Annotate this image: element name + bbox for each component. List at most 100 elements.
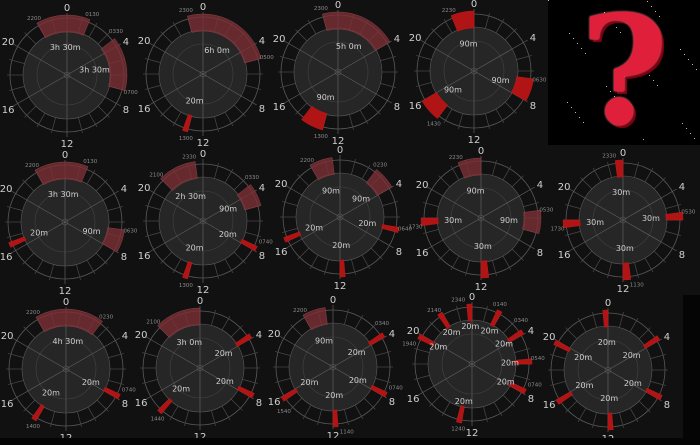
hour-tick	[504, 101, 517, 114]
duration-label: 20m	[481, 326, 499, 335]
hour-tick	[144, 58, 161, 63]
star	[653, 80, 654, 81]
hour-spoke	[202, 73, 257, 106]
duration-label: 30m	[642, 214, 660, 223]
hour-tick	[549, 381, 566, 386]
hour-tick	[211, 309, 216, 326]
time-label: 0700	[124, 90, 138, 96]
hour-label: 8	[389, 397, 395, 408]
polar-chart: 90m 90m 30m 30m 2230 0530 1730 0 4 8 12 16 20	[409, 146, 554, 293]
hour-tick	[634, 262, 639, 279]
hour-spoke	[66, 74, 121, 107]
hour-label: 16	[273, 102, 286, 113]
hour-tick	[221, 315, 231, 331]
hour-tick	[22, 179, 35, 192]
duration-label: 20m	[216, 377, 234, 386]
hour-tick	[565, 327, 578, 340]
polar-chart: 20m 20m20m20m20m20m20m20m2340014003400540…	[402, 292, 545, 439]
star	[567, 102, 568, 103]
polar-chart: 6h 0m 20m 2300 0500 1300 0 4 8 12 16 20	[138, 2, 275, 149]
hour-tick	[361, 164, 371, 180]
hour-tick	[172, 111, 182, 127]
hour-label: 4	[396, 179, 402, 190]
hour-tick	[577, 407, 587, 423]
sleep-segment	[510, 76, 534, 102]
hour-tick	[297, 174, 310, 187]
hour-tick	[88, 22, 98, 38]
time-label: 2140	[427, 308, 441, 314]
hour-label: 4	[122, 331, 128, 342]
hour-label: 0	[200, 2, 206, 13]
duration-label: 20m	[624, 379, 642, 388]
hour-tick	[141, 379, 158, 384]
hour-label: 4	[537, 180, 543, 191]
hour-tick	[290, 324, 303, 337]
hour-tick	[564, 204, 581, 209]
hour-tick	[438, 248, 451, 261]
time-label: 0740	[528, 382, 542, 388]
duration-label: 30m	[474, 242, 492, 251]
hour-label: 12	[334, 281, 347, 292]
hour-label: 0	[330, 295, 336, 306]
hour-label: 8	[123, 105, 129, 116]
hour-label: 16	[543, 400, 556, 411]
hour-tick	[380, 56, 397, 61]
hour-tick	[49, 264, 54, 281]
hour-tick	[95, 252, 108, 265]
star	[657, 85, 658, 86]
time-label: 0740	[259, 239, 273, 245]
hour-tick	[485, 12, 490, 29]
sleep-segment	[369, 384, 388, 398]
time-label: 0740	[122, 387, 136, 393]
hour-label: 0	[478, 146, 484, 157]
time-label: 1540	[277, 409, 291, 415]
star	[571, 107, 572, 108]
star	[649, 75, 650, 76]
duration-label: 20m	[495, 340, 513, 349]
duration-label: 20m	[219, 230, 237, 239]
hour-label: 0	[63, 297, 69, 308]
hour-spoke	[149, 42, 204, 75]
hour-tick	[86, 259, 96, 275]
hour-tick	[361, 254, 371, 270]
hour-tick	[502, 394, 515, 407]
sleep-segment	[607, 412, 614, 431]
hour-label: 12	[617, 284, 630, 295]
hour-tick	[516, 55, 533, 60]
duration-label: 3h 0m	[176, 338, 202, 347]
hour-tick	[7, 353, 24, 358]
hour-label: 12	[327, 431, 340, 442]
hour-tick	[629, 317, 639, 333]
hour-tick	[493, 401, 503, 417]
hour-tick	[302, 404, 312, 420]
hour-tick	[144, 85, 161, 90]
star	[682, 123, 683, 124]
hour-label: 4	[394, 34, 400, 45]
hour-tick	[422, 229, 439, 234]
hour-tick	[297, 247, 310, 260]
hour-tick	[36, 112, 46, 128]
hour-tick	[375, 351, 392, 356]
hour-label: 12	[59, 286, 72, 297]
time-label: 2230	[442, 8, 456, 14]
time-label: 2100	[146, 319, 160, 325]
hour-tick	[141, 352, 158, 357]
hour-tick	[592, 412, 597, 429]
sleep-segment	[381, 224, 400, 233]
hour-spoke	[418, 363, 473, 396]
hour-tick	[354, 404, 364, 420]
hour-tick	[96, 326, 109, 339]
sleep-segment	[301, 105, 328, 131]
hour-tick	[22, 252, 35, 265]
time-label: 0140	[493, 302, 507, 308]
hour-tick	[619, 311, 624, 328]
hour-tick	[580, 177, 593, 190]
hour-label: 12	[468, 135, 481, 146]
duration-label: 20m	[30, 229, 48, 238]
sleep-segment	[642, 335, 661, 349]
hour-tick	[172, 21, 182, 37]
hour-spoke	[146, 367, 201, 400]
hour-tick	[580, 250, 593, 263]
hour-spoke	[480, 217, 535, 250]
